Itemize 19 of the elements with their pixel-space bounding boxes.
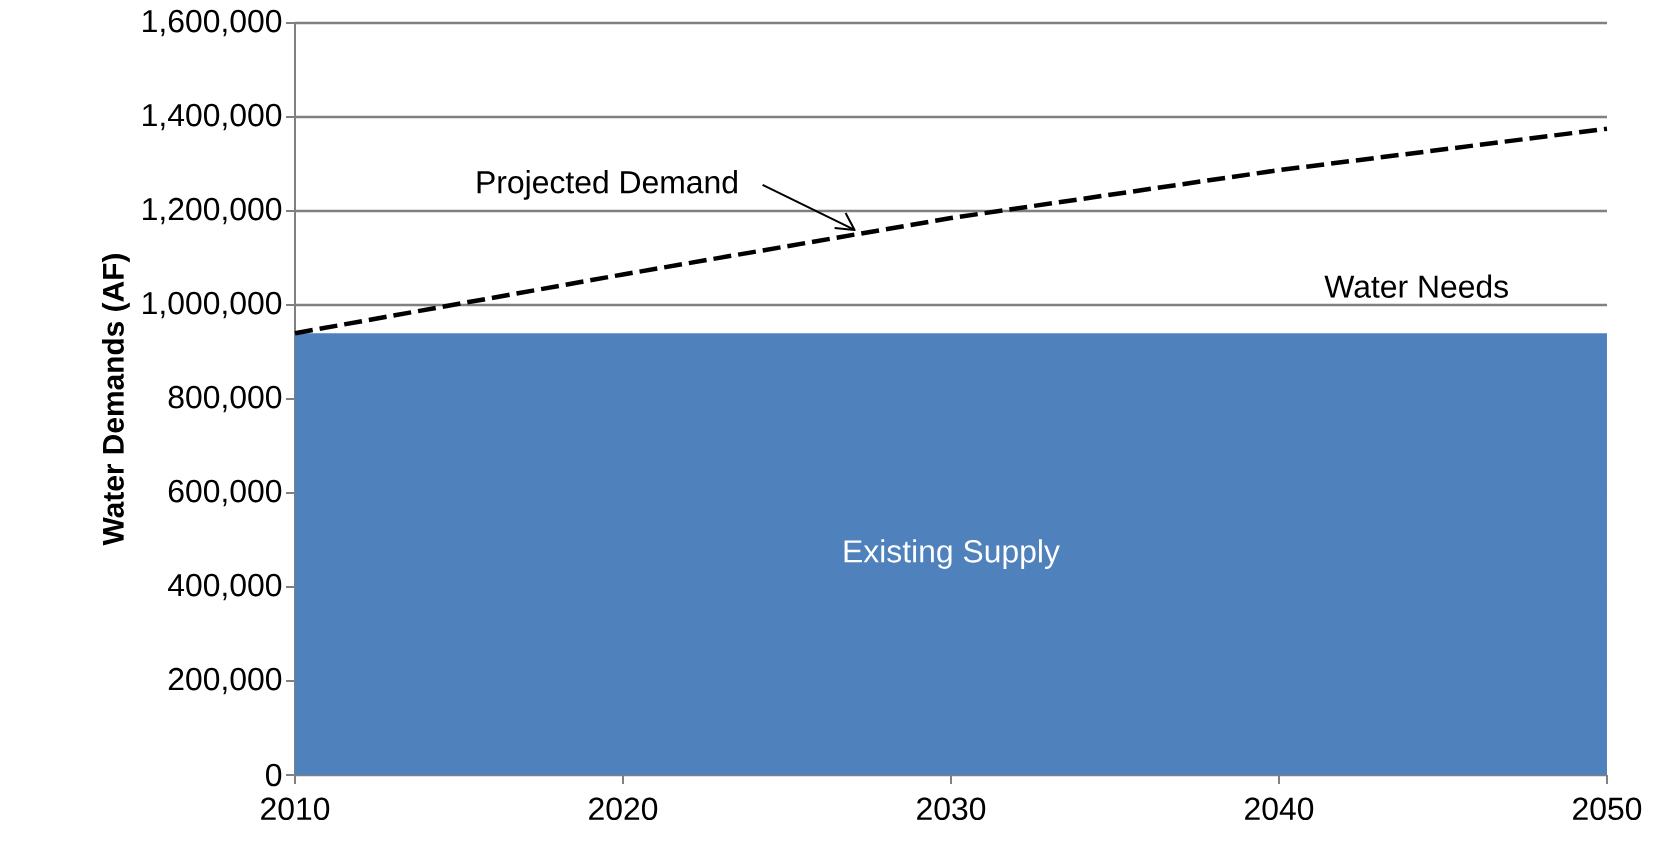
y-tick-label: 1,400,000	[143, 103, 282, 131]
y-tick-label: 0	[266, 763, 282, 787]
y-tick-label: 1,600,000	[143, 9, 282, 37]
x-tick-label: 2040	[1245, 797, 1314, 821]
series-label: Existing Supply	[844, 539, 1060, 569]
y-tick-label: 600,000	[168, 479, 282, 507]
y-tick-label: 1,200,000	[143, 197, 282, 225]
y-tick-label: 1,000,000	[143, 291, 282, 319]
annotation: Water Needs	[1324, 274, 1508, 298]
x-tick-label: 2050	[1573, 797, 1642, 821]
y-tick-label: 800,000	[168, 385, 282, 413]
y-tick-label: 400,000	[168, 573, 282, 601]
x-tick-label: 2020	[589, 797, 658, 821]
y-tick-label: 200,000	[168, 667, 282, 695]
y-axis-title: Water Demands (AF)	[101, 254, 130, 546]
series-label: Projected Demand	[477, 170, 737, 200]
x-tick-label: 2010	[261, 797, 330, 821]
x-tick-label: 2030	[917, 797, 986, 821]
line-series	[292, 126, 1610, 336]
